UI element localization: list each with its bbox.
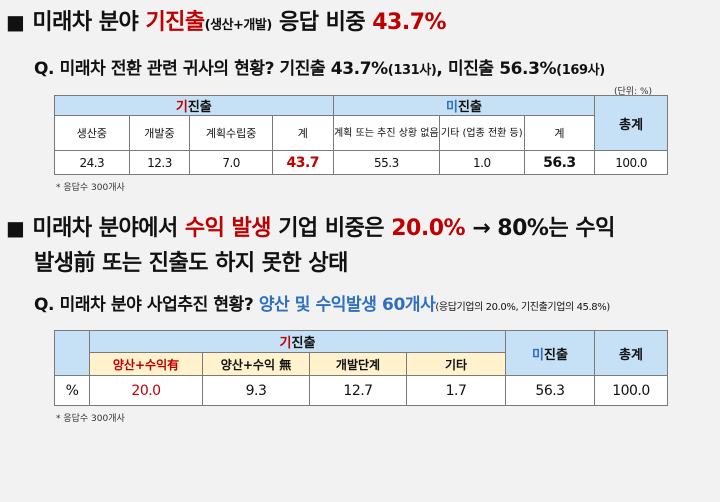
heading-2-text-2: 기업 비중은	[271, 216, 392, 241]
heading-1-text-2: 응답 비중	[271, 10, 373, 35]
unit-label: (단위: %)	[614, 87, 653, 97]
table-cell: 1.7	[406, 375, 506, 406]
business-status-table: 기진출 미진출 총계 양산+수익有 양산+수익 無 개발단계 기타 % 20.0…	[54, 330, 668, 406]
footnote-2: * 응답수 300개사	[56, 414, 125, 424]
table-cell: 12.3	[128, 150, 191, 175]
question-1-mid: , 미진출 56.3%	[436, 59, 557, 79]
footnote-1: * 응답수 300개사	[56, 183, 125, 193]
col-header: 양산+수익有	[89, 352, 203, 376]
table-cell: 1.0	[439, 150, 525, 175]
table-cell: 7.0	[189, 150, 273, 175]
row-label: %	[54, 375, 90, 406]
heading-2-highlight: 수익 발생	[184, 216, 272, 241]
question-1-count-2: (169사)	[556, 63, 605, 78]
not-entered-first: 미	[532, 347, 545, 363]
heading-1-highlight: 기진출	[145, 10, 205, 35]
bullet-square-icon: ■	[6, 216, 25, 240]
status-table: 기진출 미진출 총계 생산중 개발중 계획수립중 계 계획 또는 추진 상황 없…	[54, 95, 668, 175]
group-entered-first: 기	[279, 336, 292, 351]
not-entered-rest: 진출	[544, 347, 568, 363]
table-cell: 56.3	[523, 150, 596, 175]
bullet-square-icon: ■	[6, 10, 25, 34]
group-entered-header: 기진출	[89, 330, 506, 353]
col-header: 계획수립중	[189, 115, 273, 151]
col-header: 개발중	[128, 115, 191, 151]
question-2-text: Q. 미래차 분야 사업추진 현황?	[34, 295, 259, 315]
not-entered-header: 미진출	[505, 330, 595, 376]
heading-1-paren: (생산+개발)	[204, 18, 273, 33]
heading-2-line-2: 발생前 또는 진출도 하지 못한 상태	[34, 251, 348, 276]
corner-cell	[54, 330, 90, 376]
table-cell: 100.0	[594, 375, 668, 406]
group-not-rest: 진출	[457, 100, 482, 115]
table-cell: 43.7	[271, 150, 334, 175]
col-header: 기타 (업종 전환 등)	[439, 115, 525, 151]
question-1: Q. 미래차 전환 관련 귀사의 현황? 기진출 43.7%(131사), 미진…	[34, 54, 605, 79]
heading-2-value: 20.0%	[391, 216, 466, 241]
table-cell: 55.3	[332, 150, 441, 175]
col-header: 기타	[406, 352, 506, 376]
group-entered-header: 기진출	[54, 95, 334, 116]
table-cell: 56.3	[505, 375, 595, 406]
group-entered-first: 기	[175, 100, 188, 115]
question-1-text: Q. 미래차 전환 관련 귀사의 현황? 기진출 43.7%	[34, 59, 388, 79]
table-cell: 9.3	[202, 375, 310, 406]
heading-2-text: 미래차 분야에서	[32, 216, 185, 241]
question-2: Q. 미래차 분야 사업추진 현황? 양산 및 수익발생 60개사(응답기업의 …	[34, 290, 610, 315]
heading-1-text: 미래차 분야	[32, 10, 146, 35]
col-header: 양산+수익 無	[202, 352, 310, 376]
question-2-tail: (응답기업의 20.0%, 기진출기업의 45.8%)	[435, 302, 610, 313]
col-header: 계획 또는 추진 상황 없음	[332, 115, 441, 151]
question-2-highlight: 양산 및 수익발생 60개사	[258, 295, 436, 315]
question-1-count-1: (131사)	[387, 63, 437, 78]
col-header: 생산중	[54, 115, 130, 151]
heading-1: ■ 미래차 분야 기진출(생산+개발) 응답 비중 43.7%	[6, 4, 447, 36]
col-header: 계	[271, 115, 334, 151]
group-entered-rest: 진출	[187, 100, 212, 115]
col-header: 계	[523, 115, 596, 151]
total-header: 총계	[594, 330, 668, 376]
total-header: 총계	[594, 95, 668, 151]
group-not-first: 미	[446, 100, 458, 115]
table-cell: 100.0	[594, 150, 668, 175]
table-cell: 20.0	[89, 375, 203, 406]
heading-1-value: 43.7%	[372, 10, 447, 35]
table-cell: 12.7	[309, 375, 407, 406]
heading-2-text-3: → 80%는 수익	[465, 216, 615, 241]
group-entered-rest: 진출	[291, 336, 316, 351]
col-header: 개발단계	[309, 352, 407, 376]
table-cell: 24.3	[54, 150, 130, 175]
heading-2: ■ 미래차 분야에서 수익 발생 기업 비중은 20.0% → 80%는 수익	[6, 211, 615, 246]
group-not-entered-header: 미진출	[332, 95, 596, 116]
